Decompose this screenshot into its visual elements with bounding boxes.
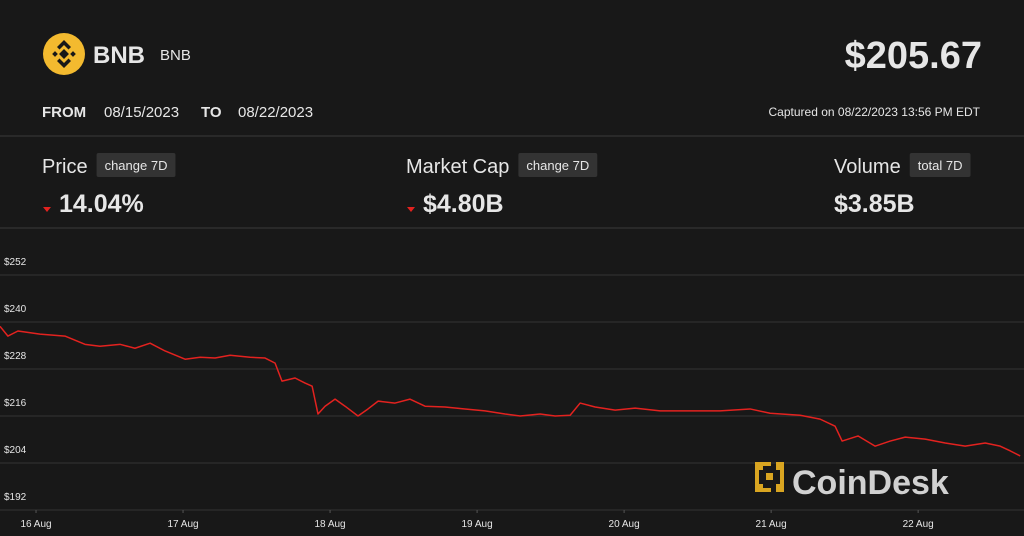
stat-value: $3.85B [834, 190, 915, 218]
stat-badge-text: change 7D [526, 158, 589, 173]
watermark: CoinDesk [755, 462, 949, 502]
stat-label: Volume [834, 156, 901, 178]
from-label: FROM [42, 104, 86, 121]
y-tick-label: $252 [4, 257, 27, 268]
captured-time: Captured on 08/22/2023 13:56 PM EDT [769, 105, 981, 119]
coin-name: BNB [93, 42, 145, 69]
logo [43, 33, 85, 75]
y-tick-label: $228 [4, 351, 27, 362]
stat-badge [909, 153, 971, 177]
y-tick-label: $240 [4, 304, 27, 315]
coin-symbol: BNB [160, 47, 191, 64]
x-tick-label: 16 Aug [20, 519, 51, 530]
x-tick-label: 19 Aug [462, 519, 493, 530]
stat-label: Price [42, 156, 88, 178]
y-tick-label: $216 [4, 398, 27, 409]
stat-label: Market Cap [406, 156, 509, 178]
from-date: 08/15/2023 [104, 104, 179, 121]
y-tick-label: $204 [4, 445, 27, 456]
y-tick-label: $192 [4, 492, 27, 503]
x-tick-label: 22 Aug [903, 519, 934, 530]
plot: $192 $204 $216 $228 $240 $252 16 Aug 17 Aug 18 A… [0, 257, 1024, 530]
stat-badge-text: total 7D [918, 158, 963, 173]
x-tick-label: 18 Aug [314, 519, 345, 530]
stat-badge-text: change 7D [105, 158, 168, 173]
stat-value: $4.80B [423, 190, 504, 218]
x-tick-label: 21 Aug [756, 519, 787, 530]
stat-badge [96, 153, 176, 177]
stat-value: 14.04% [59, 190, 144, 218]
x-tick-label: 17 Aug [167, 519, 198, 530]
to-label: TO [201, 104, 222, 121]
to-date: 08/22/2023 [238, 104, 313, 121]
watermark-text: CoinDesk [792, 464, 949, 502]
down-arrow [43, 207, 51, 212]
stat-badge [518, 153, 598, 177]
x-tick-label: 20 Aug [609, 519, 640, 530]
stats: Price change 7D 14.04% Market Cap change 7D $… [42, 153, 971, 218]
down-arrow [407, 207, 415, 212]
current-price: $205.67 [845, 35, 982, 77]
price-line [0, 325, 1021, 457]
